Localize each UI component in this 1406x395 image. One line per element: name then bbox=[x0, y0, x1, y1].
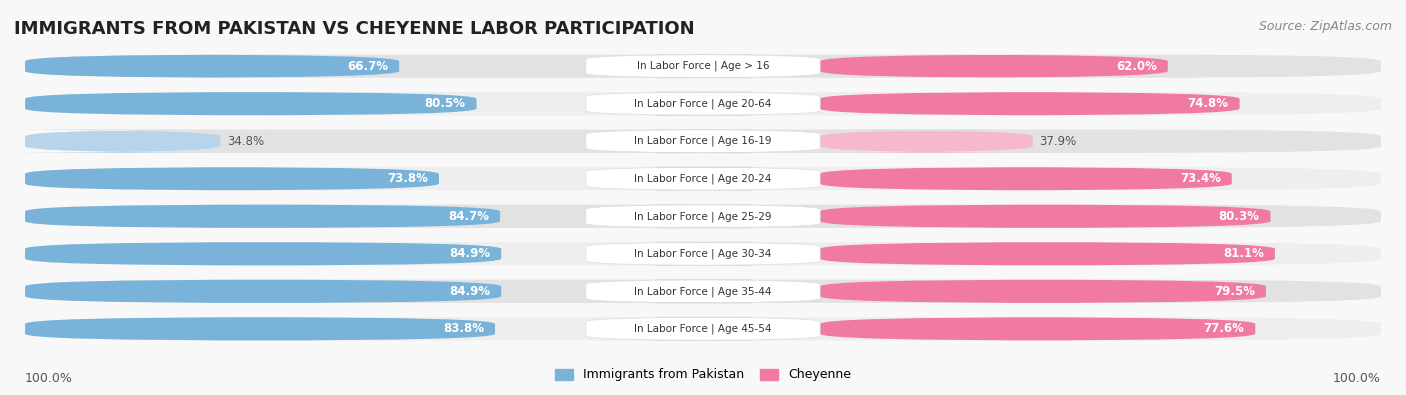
Text: In Labor Force | Age 45-54: In Labor Force | Age 45-54 bbox=[634, 324, 772, 334]
Text: 79.5%: 79.5% bbox=[1213, 285, 1256, 298]
FancyBboxPatch shape bbox=[586, 205, 820, 228]
FancyBboxPatch shape bbox=[25, 205, 1381, 228]
Text: 77.6%: 77.6% bbox=[1204, 322, 1244, 335]
Text: 83.8%: 83.8% bbox=[443, 322, 484, 335]
FancyBboxPatch shape bbox=[586, 167, 820, 190]
FancyBboxPatch shape bbox=[25, 167, 1381, 190]
Text: 37.9%: 37.9% bbox=[1039, 135, 1077, 148]
FancyBboxPatch shape bbox=[586, 280, 820, 303]
FancyBboxPatch shape bbox=[25, 92, 477, 115]
FancyBboxPatch shape bbox=[25, 130, 1381, 153]
Text: 34.8%: 34.8% bbox=[228, 135, 264, 148]
FancyBboxPatch shape bbox=[586, 317, 820, 340]
FancyBboxPatch shape bbox=[820, 167, 1232, 190]
Text: 81.1%: 81.1% bbox=[1223, 247, 1264, 260]
Text: 73.8%: 73.8% bbox=[387, 172, 427, 185]
FancyBboxPatch shape bbox=[25, 167, 439, 190]
Text: 80.5%: 80.5% bbox=[425, 97, 465, 110]
Text: In Labor Force | Age 35-44: In Labor Force | Age 35-44 bbox=[634, 286, 772, 297]
FancyBboxPatch shape bbox=[25, 55, 399, 78]
Text: In Labor Force | Age > 16: In Labor Force | Age > 16 bbox=[637, 61, 769, 71]
Text: In Labor Force | Age 20-64: In Labor Force | Age 20-64 bbox=[634, 98, 772, 109]
FancyBboxPatch shape bbox=[25, 92, 1381, 115]
Text: 84.9%: 84.9% bbox=[449, 285, 491, 298]
Text: 73.4%: 73.4% bbox=[1180, 172, 1220, 185]
FancyBboxPatch shape bbox=[25, 205, 501, 228]
Text: 100.0%: 100.0% bbox=[1333, 372, 1381, 385]
FancyBboxPatch shape bbox=[586, 130, 820, 153]
FancyBboxPatch shape bbox=[0, 130, 273, 153]
Legend: Immigrants from Pakistan, Cheyenne: Immigrants from Pakistan, Cheyenne bbox=[550, 363, 856, 386]
Text: In Labor Force | Age 25-29: In Labor Force | Age 25-29 bbox=[634, 211, 772, 222]
FancyBboxPatch shape bbox=[820, 205, 1271, 228]
Text: 80.3%: 80.3% bbox=[1219, 210, 1260, 223]
Text: Source: ZipAtlas.com: Source: ZipAtlas.com bbox=[1258, 21, 1392, 34]
FancyBboxPatch shape bbox=[820, 280, 1265, 303]
Text: In Labor Force | Age 20-24: In Labor Force | Age 20-24 bbox=[634, 173, 772, 184]
Text: 100.0%: 100.0% bbox=[25, 372, 73, 385]
FancyBboxPatch shape bbox=[820, 317, 1256, 340]
Text: In Labor Force | Age 16-19: In Labor Force | Age 16-19 bbox=[634, 136, 772, 147]
Text: 62.0%: 62.0% bbox=[1116, 60, 1157, 73]
FancyBboxPatch shape bbox=[25, 242, 501, 265]
FancyBboxPatch shape bbox=[25, 55, 1381, 78]
Text: In Labor Force | Age 30-34: In Labor Force | Age 30-34 bbox=[634, 248, 772, 259]
FancyBboxPatch shape bbox=[25, 242, 1381, 265]
FancyBboxPatch shape bbox=[785, 130, 1069, 153]
FancyBboxPatch shape bbox=[25, 317, 1381, 340]
FancyBboxPatch shape bbox=[25, 280, 501, 303]
FancyBboxPatch shape bbox=[820, 242, 1275, 265]
FancyBboxPatch shape bbox=[586, 242, 820, 265]
Text: 74.8%: 74.8% bbox=[1188, 97, 1229, 110]
Text: 84.9%: 84.9% bbox=[449, 247, 491, 260]
FancyBboxPatch shape bbox=[820, 92, 1240, 115]
FancyBboxPatch shape bbox=[586, 55, 820, 78]
Text: IMMIGRANTS FROM PAKISTAN VS CHEYENNE LABOR PARTICIPATION: IMMIGRANTS FROM PAKISTAN VS CHEYENNE LAB… bbox=[14, 21, 695, 38]
FancyBboxPatch shape bbox=[25, 317, 495, 340]
Text: 66.7%: 66.7% bbox=[347, 60, 388, 73]
FancyBboxPatch shape bbox=[820, 55, 1168, 78]
Text: 84.7%: 84.7% bbox=[449, 210, 489, 223]
FancyBboxPatch shape bbox=[25, 280, 1381, 303]
FancyBboxPatch shape bbox=[586, 92, 820, 115]
